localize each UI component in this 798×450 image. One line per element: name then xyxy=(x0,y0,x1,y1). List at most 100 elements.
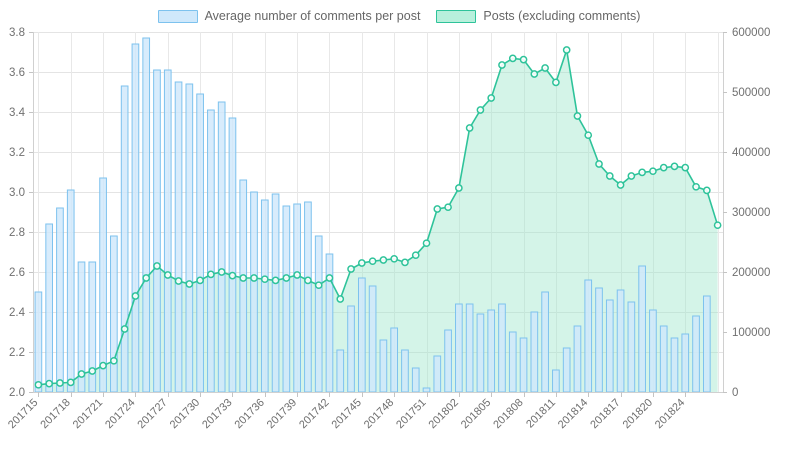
bar[interactable] xyxy=(692,315,700,393)
bar[interactable] xyxy=(379,339,388,393)
bar[interactable] xyxy=(368,285,377,393)
data-point-marker[interactable] xyxy=(670,162,679,171)
data-point-marker[interactable] xyxy=(487,94,496,102)
bar[interactable] xyxy=(584,279,593,393)
bar[interactable] xyxy=(508,331,517,393)
data-point-marker[interactable] xyxy=(314,281,323,290)
bar[interactable] xyxy=(562,347,571,393)
data-point-marker[interactable] xyxy=(422,239,431,248)
bar[interactable] xyxy=(99,177,107,393)
data-point-marker[interactable] xyxy=(638,168,646,177)
bar[interactable] xyxy=(573,325,582,393)
data-point-marker[interactable] xyxy=(142,274,151,282)
data-point-marker[interactable] xyxy=(498,61,506,69)
bar[interactable] xyxy=(616,289,625,393)
bar[interactable] xyxy=(304,201,312,393)
legend-item-comments[interactable]: Average number of comments per post xyxy=(157,9,420,23)
data-point-marker[interactable] xyxy=(120,325,129,333)
bar[interactable] xyxy=(595,287,603,393)
bar[interactable] xyxy=(293,203,301,393)
data-point-marker[interactable] xyxy=(153,262,161,270)
bar[interactable] xyxy=(476,313,485,393)
bar[interactable] xyxy=(45,223,54,393)
data-point-marker[interactable] xyxy=(304,276,312,285)
data-point-marker[interactable] xyxy=(595,160,603,168)
data-point-marker[interactable] xyxy=(649,167,657,176)
bar[interactable] xyxy=(670,337,679,393)
bar[interactable] xyxy=(627,301,636,393)
data-point-marker[interactable] xyxy=(110,356,118,365)
bar[interactable] xyxy=(239,179,248,393)
bar[interactable] xyxy=(455,303,463,393)
data-point-marker[interactable] xyxy=(584,131,593,140)
bar[interactable] xyxy=(433,355,442,393)
data-point-marker[interactable] xyxy=(379,256,388,264)
data-point-marker[interactable] xyxy=(336,295,345,303)
bar[interactable] xyxy=(163,69,172,393)
data-point-marker[interactable] xyxy=(271,276,280,285)
data-point-marker[interactable] xyxy=(45,379,54,388)
data-point-marker[interactable] xyxy=(368,257,377,266)
bar[interactable] xyxy=(196,93,204,393)
data-point-marker[interactable] xyxy=(702,186,711,195)
data-point-marker[interactable] xyxy=(659,163,668,172)
data-point-marker[interactable] xyxy=(530,70,539,78)
bar[interactable] xyxy=(282,205,291,393)
bar[interactable] xyxy=(228,117,237,393)
data-point-marker[interactable] xyxy=(519,55,528,64)
bar[interactable] xyxy=(131,43,140,393)
bar[interactable] xyxy=(541,291,549,393)
bar[interactable] xyxy=(702,295,711,393)
bar[interactable] xyxy=(487,309,496,393)
bar[interactable] xyxy=(552,369,560,393)
data-point-marker[interactable] xyxy=(131,292,140,300)
bar[interactable] xyxy=(390,327,399,393)
bar[interactable] xyxy=(56,207,64,393)
data-point-marker[interactable] xyxy=(282,274,291,282)
bar[interactable] xyxy=(530,311,539,393)
data-point-marker[interactable] xyxy=(77,370,86,378)
bar[interactable] xyxy=(66,189,75,393)
data-point-marker[interactable] xyxy=(196,276,204,285)
data-point-marker[interactable] xyxy=(541,64,549,72)
bar[interactable] xyxy=(207,109,215,393)
data-point-marker[interactable] xyxy=(627,172,636,180)
bar[interactable] xyxy=(605,299,614,393)
bar[interactable] xyxy=(401,349,409,393)
data-point-marker[interactable] xyxy=(99,361,107,370)
data-point-marker[interactable] xyxy=(260,275,269,284)
bar[interactable] xyxy=(271,193,280,393)
data-point-marker[interactable] xyxy=(185,280,194,288)
data-point-marker[interactable] xyxy=(476,106,485,114)
data-point-marker[interactable] xyxy=(174,277,183,285)
data-point-marker[interactable] xyxy=(692,182,700,191)
data-point-marker[interactable] xyxy=(433,205,442,213)
data-point-marker[interactable] xyxy=(562,46,571,54)
legend-item-posts[interactable]: Posts (excluding comments) xyxy=(436,9,640,23)
data-point-marker[interactable] xyxy=(163,271,172,279)
data-point-marker[interactable] xyxy=(605,172,614,180)
bar[interactable] xyxy=(444,329,452,393)
bar[interactable] xyxy=(347,305,355,393)
data-point-marker[interactable] xyxy=(293,271,301,279)
data-point-marker[interactable] xyxy=(713,221,722,230)
data-point-marker[interactable] xyxy=(250,274,258,282)
bar[interactable] xyxy=(260,199,269,393)
data-point-marker[interactable] xyxy=(616,181,625,189)
bar[interactable] xyxy=(638,265,646,393)
data-point-marker[interactable] xyxy=(56,379,64,387)
data-point-marker[interactable] xyxy=(228,271,237,280)
bar[interactable] xyxy=(681,333,690,393)
data-point-marker[interactable] xyxy=(207,270,215,279)
bar[interactable] xyxy=(153,69,161,393)
bar[interactable] xyxy=(110,235,118,393)
bar[interactable] xyxy=(465,303,474,393)
bar[interactable] xyxy=(498,303,506,393)
bar[interactable] xyxy=(217,101,226,393)
bar[interactable] xyxy=(120,85,129,393)
data-point-marker[interactable] xyxy=(411,251,420,260)
data-point-marker[interactable] xyxy=(444,203,452,212)
data-point-marker[interactable] xyxy=(325,274,334,282)
bar[interactable] xyxy=(314,235,323,393)
bar[interactable] xyxy=(659,325,668,393)
